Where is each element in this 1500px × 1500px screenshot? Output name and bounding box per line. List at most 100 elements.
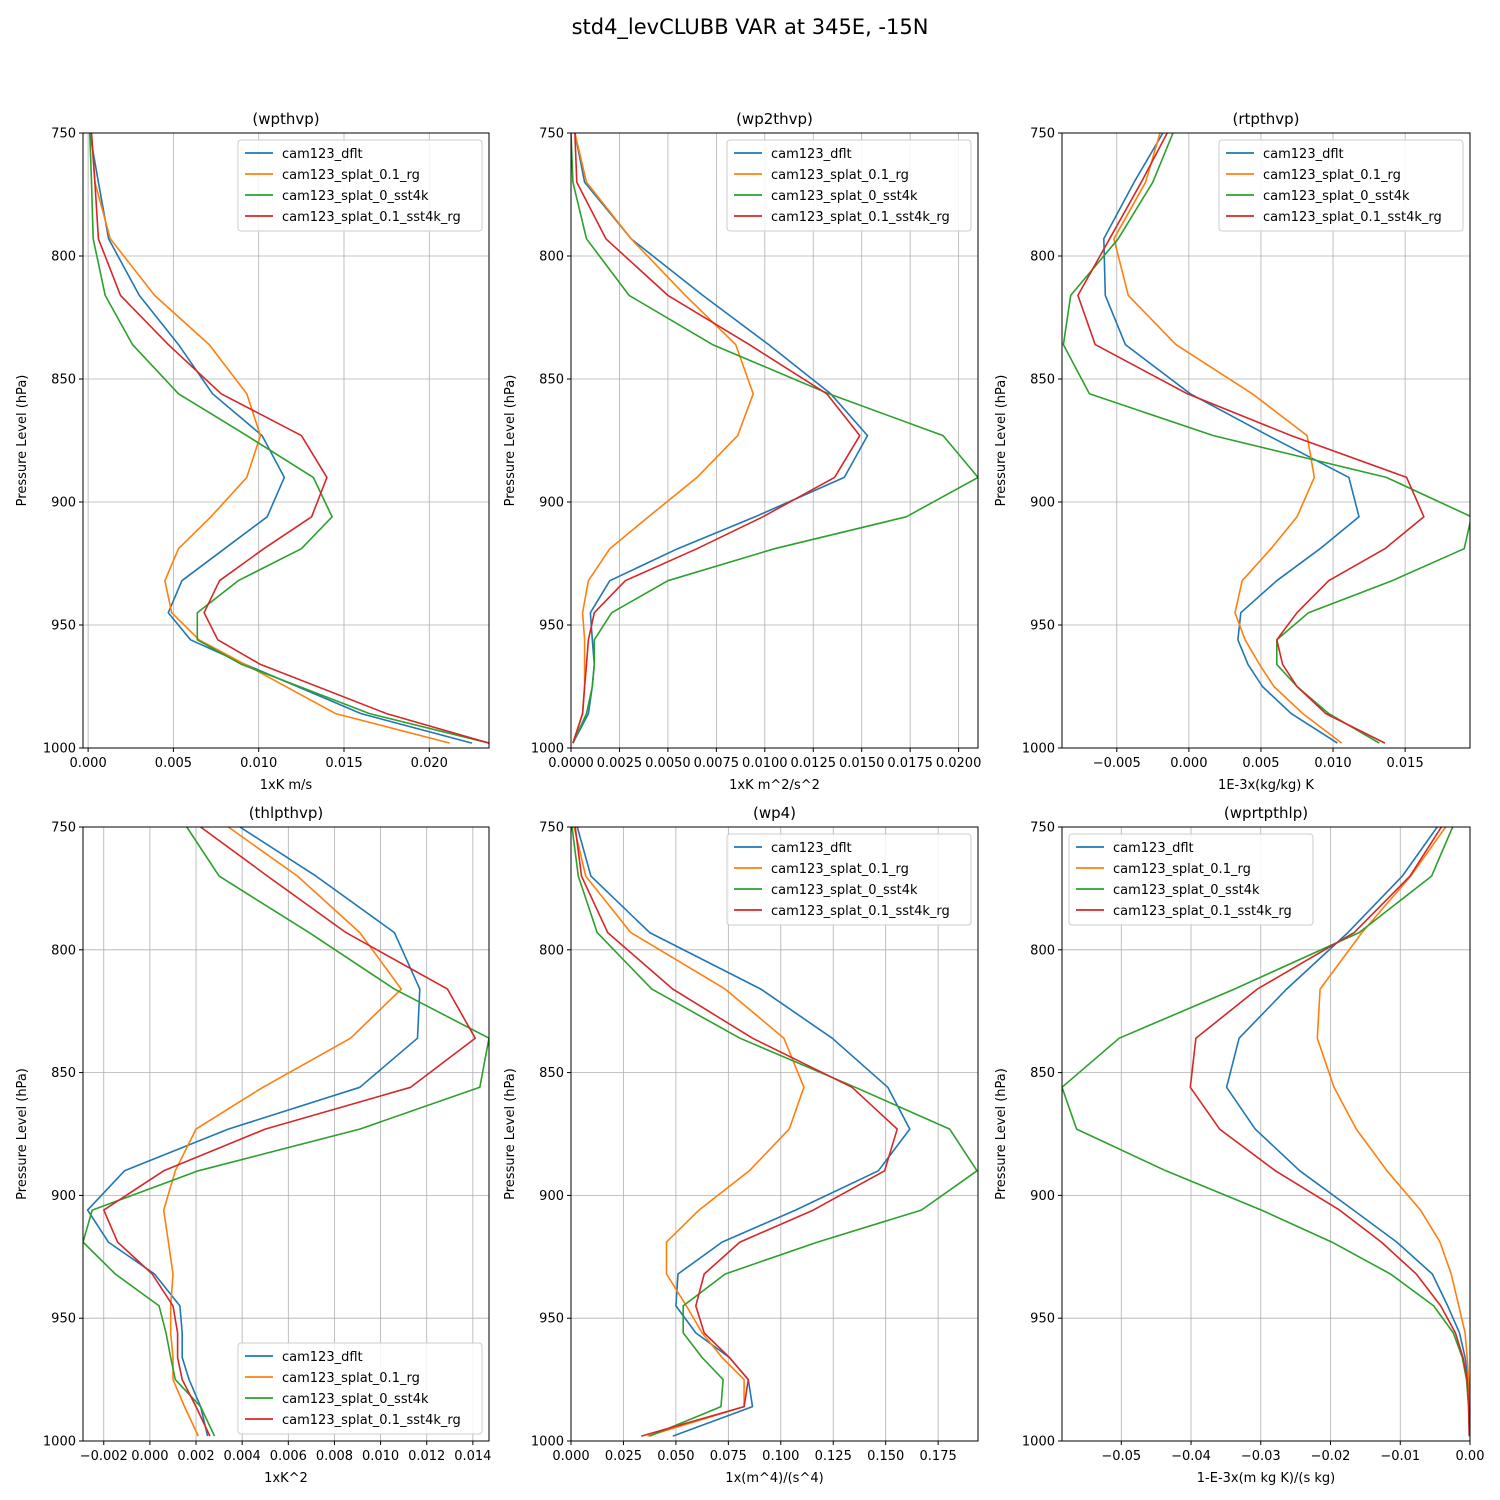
panel3-series-line-1 [1103, 133, 1360, 744]
y-tick-label: 800 [51, 250, 76, 265]
panel5-chart: 0.000 0.025 0.050 0.075 0.100 0.125 0.150 0.175… [503, 804, 979, 1486]
legend-label: cam123_dflt [1263, 147, 1344, 162]
panel1-title: (wpthvp) [252, 110, 319, 128]
panel4-series-line-3 [83, 827, 489, 1437]
x-tick-label: 0.125 [815, 1449, 852, 1464]
panel2-y-axis-label: Pressure Level (hPa) [503, 375, 518, 507]
x-tick-label: 0.0050 [645, 756, 691, 771]
panel1-chart: 0.000 0.005 0.010 0.015 0.020 750 800 850 900 950… [15, 110, 490, 793]
y-tick-label: 850 [539, 373, 564, 388]
x-tick-label: −0.04 [1171, 1449, 1211, 1464]
legend-box [1218, 139, 1464, 232]
legend-box [1068, 833, 1314, 926]
y-tick-label: 850 [51, 373, 76, 388]
panel5-series-group [571, 827, 978, 1437]
panel6-chart: −0.05 −0.04 −0.03 −0.02 −0.01 0.00 750 800 850 90… [994, 804, 1484, 1486]
x-tick-label: 0.002 [177, 1449, 214, 1464]
panel5-legend: cam123_dflt cam123_splat_0.1_rg cam123_spl… [726, 833, 972, 926]
panel2-series-line-2 [572, 133, 755, 744]
legend-label: cam123_splat_0_sst4k [282, 189, 429, 204]
legend-label: cam123_dflt [771, 841, 852, 856]
legend-label: cam123_dflt [771, 147, 852, 162]
panel2-series-group [571, 133, 978, 744]
panel4-series-line-1 [86, 827, 421, 1437]
panel6-series-line-4 [1189, 827, 1470, 1437]
panel5-title: (wp4) [753, 804, 796, 822]
panel1-series-group [89, 133, 489, 744]
legend-box [726, 139, 972, 232]
panel4-series-line-4 [103, 827, 477, 1437]
panel3-series-line-4 [1077, 133, 1425, 744]
panel2-legend: cam123_dflt cam123_splat_0.1_rg cam123_spl… [726, 139, 972, 232]
x-tick-label: 0.150 [867, 1449, 904, 1464]
y-tick-label: 950 [51, 619, 76, 634]
panel1-legend: cam123_dflt cam123_splat_0.1_rg cam123_spl… [237, 139, 483, 232]
y-tick-label: 850 [51, 1066, 76, 1081]
x-tick-label: 0.025 [605, 1449, 642, 1464]
x-tick-label: 0.010 [1314, 756, 1351, 771]
y-tick-label: 800 [539, 250, 564, 265]
panel4-plot-frame [82, 826, 490, 1442]
panel5-plot-frame [570, 826, 979, 1442]
panel6-plot-frame [1061, 826, 1471, 1442]
panel1-series-line-1 [89, 133, 473, 744]
panel6-x-axis-label: 1-E-3x(m kg K)/(s kg) [1197, 1471, 1335, 1486]
x-tick-label: 0.005 [155, 756, 192, 771]
panel5-y-axis-label: Pressure Level (hPa) [503, 1068, 518, 1200]
legend-box [237, 139, 483, 232]
legend-label: cam123_splat_0.1_sst4k_rg [282, 1413, 461, 1428]
legend-label: cam123_splat_0.1_sst4k_rg [771, 210, 950, 225]
x-tick-label: 0.0150 [839, 756, 885, 771]
y-tick-label: 1000 [43, 742, 76, 757]
panel3-series-group [1062, 133, 1470, 744]
y-tick-label: 850 [1030, 373, 1055, 388]
panel5-x-axis-label: 1x(m^4)/(s^4) [725, 1471, 823, 1486]
y-tick-label: 900 [51, 496, 76, 511]
x-tick-label: 0.0075 [694, 756, 740, 771]
x-tick-label: 0.012 [408, 1449, 445, 1464]
panel5-series-line-4 [574, 827, 899, 1437]
x-tick-label: −0.005 [1093, 756, 1141, 771]
panel6-series-line-1 [1225, 827, 1470, 1437]
legend-label: cam123_splat_0_sst4k [771, 189, 918, 204]
panel2-chart: 0.0000 0.0025 0.0050 0.0075 0.0100 0.0125 0.01… [503, 110, 981, 793]
y-tick-label: 900 [539, 1189, 564, 1204]
x-tick-label: 0.075 [710, 1449, 747, 1464]
y-tick-label: 1000 [1022, 1435, 1055, 1450]
x-tick-label: 0.000 [131, 1449, 168, 1464]
legend-label: cam123_splat_0.1_rg [1263, 168, 1401, 183]
x-tick-label: −0.002 [80, 1449, 128, 1464]
x-tick-label: 0.000 [70, 756, 107, 771]
x-tick-label: 0.0125 [791, 756, 837, 771]
panel4-chart: −0.002 0.000 0.002 0.004 0.006 0.008 0.010 0.01… [15, 804, 491, 1486]
legend-label: cam123_splat_0.1_sst4k_rg [771, 904, 950, 919]
panel6-series-group [1062, 827, 1470, 1437]
panel3-series-line-2 [1113, 133, 1343, 744]
y-tick-label: 1000 [43, 1435, 76, 1450]
x-tick-label: 0.050 [657, 1449, 694, 1464]
x-tick-label: 0.0175 [887, 756, 933, 771]
x-tick-label: 0.0000 [548, 756, 594, 771]
legend-label: cam123_splat_0.1_rg [771, 168, 909, 183]
y-tick-label: 950 [1030, 619, 1055, 634]
x-tick-label: 0.015 [325, 756, 362, 771]
y-tick-label: 750 [51, 127, 76, 142]
x-tick-label: 0.100 [762, 1449, 799, 1464]
panel6-series-line-2 [1316, 827, 1470, 1437]
legend-label: cam123_splat_0.1_rg [771, 862, 909, 877]
y-tick-label: 750 [539, 127, 564, 142]
panel3-x-axis-label: 1E-3x(kg/kg) K [1218, 778, 1314, 793]
x-tick-label: 0.00 [1456, 1449, 1485, 1464]
panel3-plot-frame [1061, 132, 1471, 749]
y-tick-label: 800 [539, 943, 564, 958]
legend-label: cam123_splat_0_sst4k [771, 883, 918, 898]
panel2-series-line-3 [571, 133, 978, 744]
y-tick-label: 800 [1030, 250, 1055, 265]
panel6-legend: cam123_dflt cam123_splat_0.1_rg cam123_spl… [1068, 833, 1314, 926]
legend-label: cam123_dflt [282, 147, 363, 162]
legend-label: cam123_splat_0.1_sst4k_rg [282, 210, 461, 225]
panel6-title: (wprtpthlp) [1224, 804, 1308, 822]
y-tick-label: 750 [539, 821, 564, 836]
y-tick-label: 1000 [1022, 742, 1055, 757]
